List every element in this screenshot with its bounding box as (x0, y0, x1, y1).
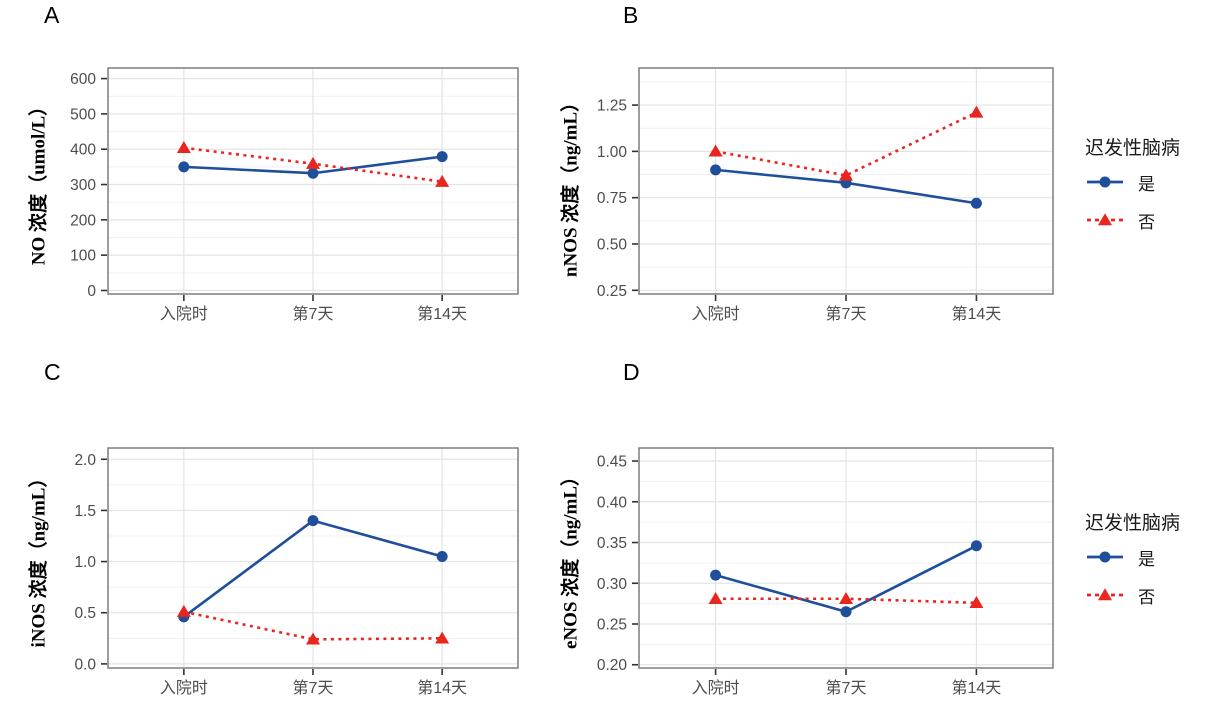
series-yes (710, 540, 982, 618)
series-yes (178, 151, 448, 179)
svg-text:300: 300 (70, 177, 96, 194)
legend-item-yes: 是 (1085, 173, 1155, 194)
svg-text:0.25: 0.25 (597, 283, 627, 300)
panel-b-y-axis-title: nNOS 浓度（ng/mL） (560, 92, 582, 278)
panel-d-y-axis-title: eNOS 浓度（ng/mL） (560, 466, 582, 650)
svg-text:100: 100 (70, 248, 96, 265)
svg-text:第14天: 第14天 (417, 679, 467, 697)
svg-text:0.45: 0.45 (597, 454, 627, 471)
legend-item-yes: 是 (1085, 548, 1155, 569)
legend-item-yes-label: 是 (1138, 549, 1155, 569)
legend-key-dashed-triangle-icon (1087, 213, 1123, 226)
x-axis: 入院时 第7天 第14天 (160, 295, 467, 323)
series-no (708, 105, 984, 181)
panel-b-chart: 0.25 0.50 0.75 1.00 1.25 入院时 第7天 第14天 (597, 67, 1054, 323)
svg-text:0.30: 0.30 (597, 576, 628, 593)
plot-frame (638, 447, 1054, 669)
series-no (176, 141, 450, 187)
svg-text:0.40: 0.40 (597, 494, 628, 511)
svg-text:0.75: 0.75 (597, 190, 627, 207)
legend-top: 迟发性脑病 是 否 (1085, 133, 1220, 243)
grid (639, 68, 1053, 294)
grid (108, 448, 518, 668)
panel-a-label: A (44, 2, 60, 28)
panel-d-chart: 0.20 0.25 0.30 0.35 0.40 0.45 入院时 第7天 第14天 (597, 447, 1054, 697)
grid (639, 448, 1053, 668)
svg-text:第7天: 第7天 (826, 679, 867, 697)
legend-bottom: 迟发性脑病 是 否 (1085, 508, 1220, 618)
x-axis: 入院时 第7天 第14天 (692, 669, 1002, 697)
plot-frame (107, 447, 519, 669)
legend-item-no-label: 否 (1138, 587, 1155, 607)
panel-c-y-axis-title: iNOS 浓度（ng/mL） (28, 468, 50, 648)
y-axis: 0 100 200 300 400 500 600 (70, 71, 107, 300)
svg-text:第14天: 第14天 (952, 679, 1002, 697)
plot-frame (638, 67, 1054, 295)
y-axis: 0.20 0.25 0.30 0.35 0.40 0.45 (597, 454, 638, 674)
svg-text:入院时: 入院时 (692, 305, 740, 323)
svg-text:1.5: 1.5 (74, 503, 96, 520)
grid (108, 68, 518, 294)
svg-text:第14天: 第14天 (417, 305, 467, 323)
svg-text:0.25: 0.25 (597, 617, 627, 634)
y-axis: 0.0 0.5 1.0 1.5 2.0 (74, 452, 107, 673)
panel-b-label: B (623, 2, 639, 28)
svg-text:1.00: 1.00 (597, 144, 628, 161)
svg-text:第14天: 第14天 (952, 305, 1002, 323)
svg-text:600: 600 (70, 71, 96, 88)
svg-text:0.0: 0.0 (74, 656, 96, 673)
series-no (708, 591, 984, 609)
x-axis: 入院时 第7天 第14天 (692, 295, 1002, 323)
svg-text:200: 200 (70, 212, 96, 229)
legend-title: 迟发性脑病 (1085, 138, 1181, 159)
legend-key-solid-circle-icon (1087, 176, 1123, 188)
panel-a-y-axis-title: NO 浓度（umol/L） (28, 96, 50, 266)
svg-text:入院时: 入院时 (160, 305, 208, 323)
x-axis: 入院时 第7天 第14天 (160, 669, 467, 697)
series-yes (710, 164, 982, 209)
svg-text:400: 400 (70, 142, 96, 159)
panel-a-chart: 0 100 200 300 400 500 600 入院时 第7天 第14天 (70, 67, 519, 323)
svg-text:0.20: 0.20 (597, 657, 628, 674)
series-no (176, 604, 450, 645)
y-axis: 0.25 0.50 0.75 1.00 1.25 (597, 98, 638, 300)
svg-text:第7天: 第7天 (293, 305, 334, 323)
svg-text:第7天: 第7天 (293, 679, 334, 697)
plot-frame (107, 67, 519, 295)
svg-text:入院时: 入院时 (160, 679, 208, 697)
svg-text:1.0: 1.0 (74, 554, 96, 571)
svg-text:1.25: 1.25 (597, 98, 627, 115)
svg-text:2.0: 2.0 (74, 452, 96, 469)
svg-text:0.5: 0.5 (74, 605, 96, 622)
svg-text:入院时: 入院时 (692, 679, 740, 697)
svg-text:0.35: 0.35 (597, 535, 627, 552)
legend-key-solid-circle-icon (1087, 551, 1123, 563)
legend-item-yes-label: 是 (1138, 174, 1155, 194)
svg-text:0.50: 0.50 (597, 236, 628, 253)
legend-item-no-label: 否 (1138, 212, 1155, 232)
panel-c-chart: 0.0 0.5 1.0 1.5 2.0 入院时 第7天 第14天 (74, 447, 519, 697)
panel-d-label: D (623, 359, 640, 385)
svg-text:0: 0 (87, 283, 96, 300)
legend-item-no: 否 (1085, 211, 1155, 232)
panel-c-label: C (44, 359, 61, 385)
legend-key-dashed-triangle-icon (1087, 588, 1123, 601)
legend-item-no: 否 (1085, 586, 1155, 607)
svg-text:第7天: 第7天 (826, 305, 867, 323)
svg-text:500: 500 (70, 106, 96, 123)
legend-title: 迟发性脑病 (1085, 513, 1181, 534)
